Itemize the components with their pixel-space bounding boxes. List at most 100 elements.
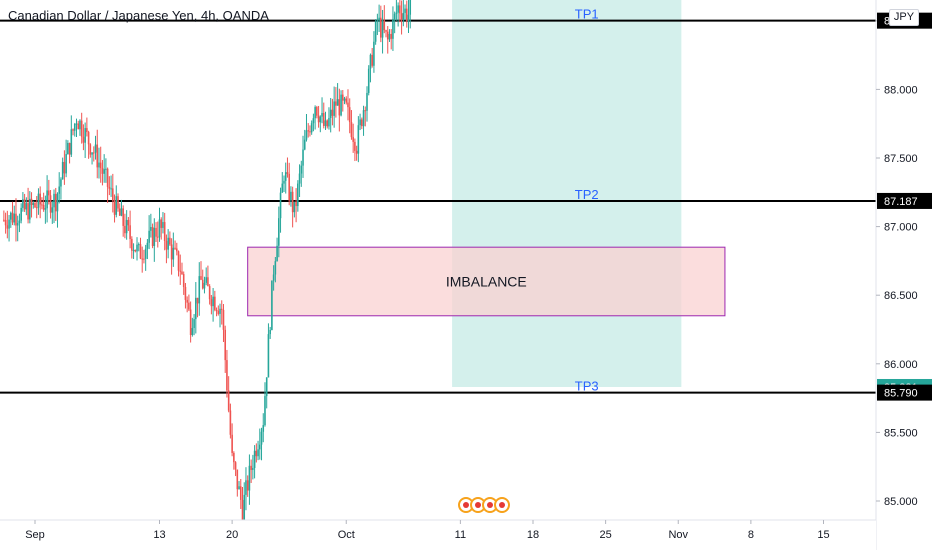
long-position-tool[interactable] [452,0,682,387]
imbalance-zones[interactable]: IMBALANCEIMBALANCE [247,0,726,317]
candle-body [87,132,90,145]
candle-body [257,449,259,457]
take-profit-area[interactable] [452,0,682,387]
candle-body [326,120,329,127]
price-axis[interactable]: 85.000 85.500 86.000 86.500 87.000 87.500 88.0… [875,0,932,550]
candle-body [402,12,405,20]
candle-body [170,244,173,260]
candle-body [94,144,97,153]
candle-body [331,109,334,116]
economic-events[interactable] [458,497,510,513]
candle-body [269,329,271,335]
candle-body [272,274,275,281]
candle-body [252,467,254,470]
candle-body [177,251,180,271]
candle-body [262,425,265,432]
candle-body [374,21,377,42]
candle-body [127,219,130,226]
candle-body [357,125,360,154]
candle-body [283,180,285,184]
candle-body [309,131,311,133]
candle-body [336,99,339,106]
candle-body [167,237,169,250]
candle-body [181,271,183,275]
imbalance-zone[interactable] [247,246,726,317]
candle-body [291,191,294,213]
candle-body [298,173,301,184]
candle-body [86,128,88,133]
candle-body [395,12,398,14]
candle-body [160,219,163,228]
candle-body [151,227,154,246]
candle-body [207,277,209,287]
candle-body [376,20,379,22]
candle-body [329,109,332,119]
candle-body [106,168,109,187]
price-tick-label: 85.000 [884,496,918,508]
price-axis-panel[interactable] [876,0,932,550]
candle-body [61,161,64,180]
candle-body [48,190,50,196]
candle-body [393,13,396,20]
candle-body [53,193,55,208]
flag-dot-icon [475,502,481,508]
candle-body [354,141,356,151]
candle-body [217,310,220,314]
candle-body [205,277,207,283]
candle-body [279,192,282,219]
currency-button[interactable]: JPY [889,9,919,26]
candle-body [89,144,92,155]
candles [3,0,412,527]
time-tick-label: 25 [600,529,612,541]
candle-body [324,120,327,126]
candle-body [264,396,266,426]
candle-body [347,102,349,108]
candle-body [51,207,54,213]
candle-body [125,219,128,234]
candle-body [16,223,19,226]
candle-body [4,219,7,226]
candle-body [319,116,322,123]
candle-body [70,129,73,155]
candle-body [172,247,175,260]
time-tick-label: 13 [153,529,165,541]
candle-body [139,244,142,259]
time-axis[interactable]: Sep 13 20 Oct 11 18 25 Nov 8 15 [0,519,876,550]
candle-body [179,270,182,272]
flag-dot-icon [463,502,469,508]
candle-body [56,193,59,212]
price-tag[interactable] [877,192,932,209]
candle-body [341,94,344,101]
candle-body [99,162,102,169]
candle-body [383,20,386,31]
candle-body [131,238,133,251]
candle-body [20,207,22,221]
candle-body [215,309,218,311]
price-tick-label: 87.000 [884,222,918,234]
candle-body [162,222,164,228]
candle-body [196,297,199,304]
candle-body [220,308,223,310]
candle-body [115,196,118,215]
candle-body [404,8,406,13]
candle-body [163,222,166,241]
candle-body [409,0,412,15]
time-axis-panel[interactable] [0,520,876,550]
candle-body [361,119,363,127]
candle-body [390,33,393,39]
candle-body [405,8,408,21]
price-tag-label: 85.790 [884,388,918,400]
candle-body [250,465,252,470]
candle-body [227,390,230,411]
candle-body [321,113,323,117]
horizontal-lines[interactable]: TP1 TP2 TP3 [0,0,876,394]
candle-body [155,227,157,237]
time-tick-label: 15 [817,529,829,541]
price-tag[interactable] [877,384,932,401]
candle-body [150,227,152,231]
candle-body [350,122,353,138]
candle-body [345,98,348,103]
candle-body [148,230,150,243]
